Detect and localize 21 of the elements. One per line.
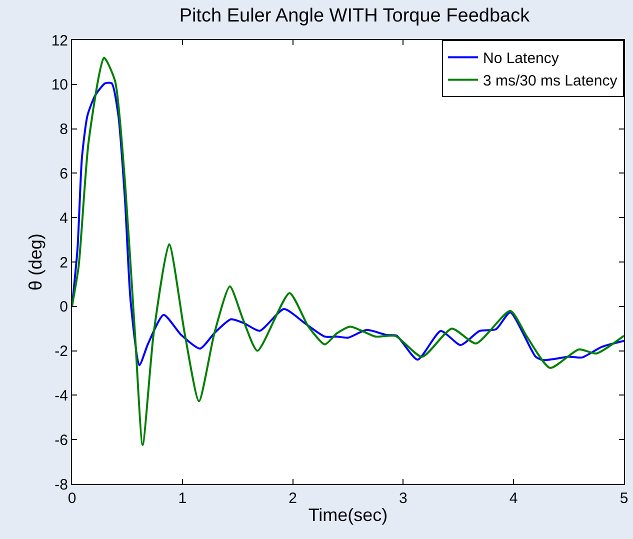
x-axis-title: Time(sec) [308,505,388,526]
legend-label: No Latency [483,50,560,68]
y-axis-title: θ (deg) [26,233,46,291]
legend-label: 3 ms/30 ms Latency [483,72,618,90]
y-tick-label: -8 [54,476,68,494]
chart-title: Pitch Euler Angle WITH Torque Feedback [179,5,530,26]
y-tick-label: 12 [51,32,68,50]
y-tick-label: 6 [60,165,68,182]
x-tick-label: 4 [509,490,518,507]
x-tick-label: 5 [620,490,628,507]
y-tick-label: 0 [60,298,68,316]
y-tick-label: -4 [54,387,68,404]
x-tick-label: 1 [178,490,187,507]
y-tick-label: -6 [54,432,68,449]
y-tick-label: 10 [51,76,68,94]
y-tick-label: 2 [60,254,68,272]
y-tick-label: 8 [60,121,68,138]
y-tick-label: -2 [54,343,68,360]
y-tick-label: 4 [60,210,68,227]
x-tick-label: 2 [288,490,297,507]
x-tick-label: 3 [399,490,408,507]
